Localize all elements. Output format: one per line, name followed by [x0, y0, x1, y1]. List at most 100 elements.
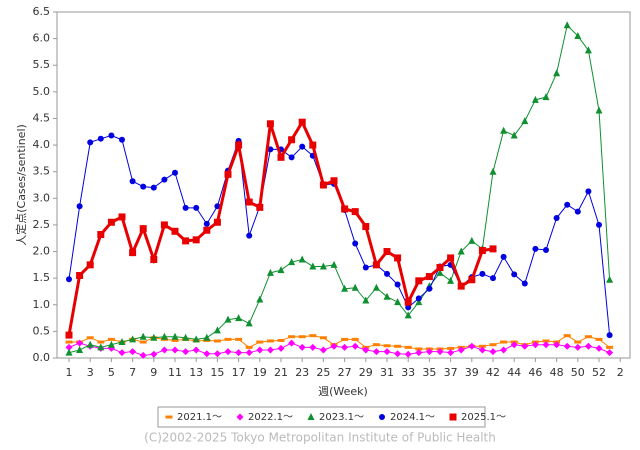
point — [266, 268, 274, 276]
point — [384, 270, 390, 277]
point — [542, 341, 550, 349]
point — [415, 295, 422, 302]
point — [161, 176, 168, 183]
point — [542, 93, 550, 101]
point — [372, 283, 380, 291]
point — [394, 350, 402, 358]
point — [298, 335, 306, 339]
point — [235, 349, 243, 357]
point — [65, 348, 73, 356]
legend-item: 2025.1～ — [449, 412, 506, 423]
point — [372, 261, 380, 269]
y-tick-label: 1.0 — [33, 298, 51, 311]
point — [119, 136, 125, 143]
point — [171, 338, 179, 342]
point — [489, 245, 497, 253]
point — [160, 332, 168, 340]
point — [213, 350, 221, 358]
x-axis-label: 週(Week) — [318, 385, 368, 398]
point — [447, 276, 455, 284]
point — [553, 215, 560, 222]
y-tick-label: 6.0 — [33, 32, 51, 45]
point — [224, 337, 232, 341]
point — [436, 348, 444, 356]
point — [341, 205, 349, 213]
point — [510, 131, 518, 139]
point — [182, 204, 189, 211]
point — [298, 343, 306, 351]
point — [309, 334, 317, 338]
point — [245, 319, 253, 327]
legend-item: 2024.1～ — [379, 412, 435, 423]
point — [171, 227, 179, 235]
point — [584, 342, 592, 350]
legend-label: 2021.1～ — [177, 412, 222, 423]
point — [574, 208, 581, 215]
y-tick-label: 1.5 — [33, 271, 51, 284]
point — [309, 343, 317, 351]
point — [379, 414, 385, 420]
point — [160, 346, 168, 354]
point — [531, 341, 539, 349]
point — [150, 350, 158, 358]
y-tick-label: 5.0 — [33, 85, 51, 98]
point — [256, 340, 264, 344]
x-tick-label: 3 — [87, 366, 94, 379]
point — [288, 339, 296, 347]
point — [415, 349, 423, 357]
point — [362, 296, 370, 304]
x-tick-label: 5 — [108, 366, 115, 379]
point — [76, 339, 84, 347]
point — [118, 213, 126, 221]
point — [500, 346, 508, 354]
point — [468, 276, 476, 284]
legend-item: 2021.1～ — [165, 412, 222, 423]
point — [372, 348, 380, 356]
point — [500, 253, 507, 260]
point — [563, 21, 571, 29]
y-tick-label: 2.0 — [33, 245, 51, 258]
x-tick-label: 21 — [274, 366, 288, 379]
point — [595, 337, 603, 341]
point — [277, 344, 285, 352]
x-tick-label: 31 — [380, 366, 394, 379]
point — [319, 346, 327, 354]
point — [574, 31, 582, 39]
point — [457, 282, 465, 290]
y-tick-label: 6.5 — [33, 5, 51, 18]
point — [139, 351, 147, 359]
point — [478, 346, 486, 354]
y-axis-label: 人定点(Cases/sentinel) — [14, 124, 28, 246]
point — [574, 343, 582, 351]
point — [341, 284, 349, 292]
point — [86, 340, 94, 348]
point — [606, 345, 614, 349]
point — [245, 198, 253, 206]
point — [574, 340, 582, 344]
point — [521, 280, 528, 287]
point — [171, 346, 179, 354]
series-line — [69, 335, 610, 350]
point — [341, 343, 349, 351]
point — [596, 221, 602, 228]
point — [171, 332, 179, 340]
point — [107, 340, 115, 348]
point — [129, 348, 137, 356]
point — [352, 240, 359, 247]
y-tick-label: 3.5 — [33, 165, 51, 178]
point — [383, 248, 391, 256]
point — [415, 277, 423, 285]
y-tick-label: 2.5 — [33, 218, 51, 231]
point — [319, 181, 327, 189]
point — [288, 335, 296, 339]
point — [118, 349, 126, 357]
point — [404, 345, 412, 349]
point — [203, 220, 210, 227]
point — [394, 344, 402, 348]
legend-box — [157, 406, 486, 428]
point — [129, 249, 137, 257]
y-tick-label: 5.5 — [33, 58, 51, 71]
point — [489, 343, 497, 347]
y-tick-label: 0.5 — [33, 324, 51, 337]
point — [521, 117, 529, 125]
